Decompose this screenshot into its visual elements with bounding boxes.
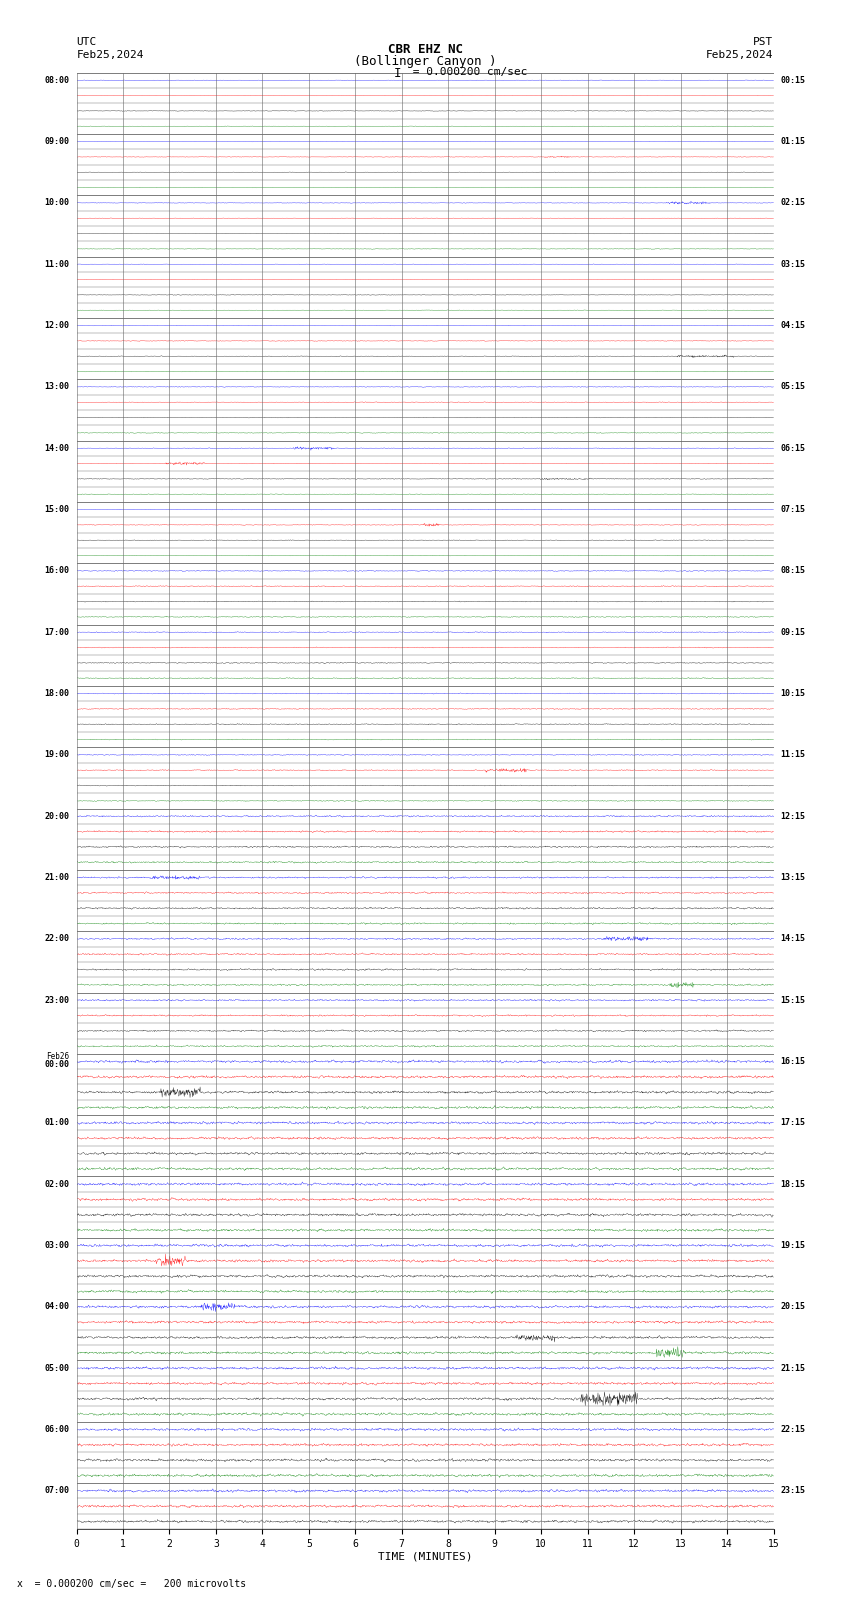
Text: 08:15: 08:15 — [780, 566, 806, 576]
Text: 16:00: 16:00 — [44, 566, 70, 576]
Text: 06:15: 06:15 — [780, 444, 806, 453]
Text: 00:15: 00:15 — [780, 76, 806, 85]
Text: 13:15: 13:15 — [780, 873, 806, 882]
Text: Feb25,2024: Feb25,2024 — [76, 50, 144, 60]
Text: 04:15: 04:15 — [780, 321, 806, 331]
Text: 17:00: 17:00 — [44, 627, 70, 637]
Text: 07:15: 07:15 — [780, 505, 806, 515]
Text: 21:00: 21:00 — [44, 873, 70, 882]
Text: 04:00: 04:00 — [44, 1302, 70, 1311]
Text: 15:15: 15:15 — [780, 995, 806, 1005]
Text: 01:15: 01:15 — [780, 137, 806, 147]
Text: 05:00: 05:00 — [44, 1363, 70, 1373]
Text: 00:00: 00:00 — [44, 1060, 70, 1069]
Text: 02:15: 02:15 — [780, 198, 806, 208]
Text: = 0.000200 cm/sec: = 0.000200 cm/sec — [406, 66, 528, 77]
Text: 07:00: 07:00 — [44, 1486, 70, 1495]
Text: 03:00: 03:00 — [44, 1240, 70, 1250]
Text: 12:15: 12:15 — [780, 811, 806, 821]
Text: 16:15: 16:15 — [780, 1057, 806, 1066]
Text: 14:00: 14:00 — [44, 444, 70, 453]
Text: 18:15: 18:15 — [780, 1179, 806, 1189]
Text: UTC: UTC — [76, 37, 97, 47]
Text: 06:00: 06:00 — [44, 1424, 70, 1434]
Text: 20:00: 20:00 — [44, 811, 70, 821]
Text: 19:00: 19:00 — [44, 750, 70, 760]
Text: 23:15: 23:15 — [780, 1486, 806, 1495]
Text: Feb25,2024: Feb25,2024 — [706, 50, 774, 60]
Text: 10:15: 10:15 — [780, 689, 806, 698]
Text: 11:00: 11:00 — [44, 260, 70, 269]
Text: 05:15: 05:15 — [780, 382, 806, 392]
Text: 18:00: 18:00 — [44, 689, 70, 698]
Text: 19:15: 19:15 — [780, 1240, 806, 1250]
Text: 03:15: 03:15 — [780, 260, 806, 269]
Text: 09:15: 09:15 — [780, 627, 806, 637]
Text: I: I — [394, 66, 401, 81]
Text: 14:15: 14:15 — [780, 934, 806, 944]
Text: 22:15: 22:15 — [780, 1424, 806, 1434]
Text: 21:15: 21:15 — [780, 1363, 806, 1373]
Text: 11:15: 11:15 — [780, 750, 806, 760]
Text: Feb26: Feb26 — [47, 1052, 70, 1061]
Text: 13:00: 13:00 — [44, 382, 70, 392]
Text: 02:00: 02:00 — [44, 1179, 70, 1189]
Text: 15:00: 15:00 — [44, 505, 70, 515]
Text: 08:00: 08:00 — [44, 76, 70, 85]
Text: 20:15: 20:15 — [780, 1302, 806, 1311]
Text: 17:15: 17:15 — [780, 1118, 806, 1127]
Text: CBR EHZ NC: CBR EHZ NC — [388, 44, 462, 56]
Text: (Bollinger Canyon ): (Bollinger Canyon ) — [354, 55, 496, 68]
Text: 09:00: 09:00 — [44, 137, 70, 147]
Text: 01:00: 01:00 — [44, 1118, 70, 1127]
Text: 10:00: 10:00 — [44, 198, 70, 208]
Text: 22:00: 22:00 — [44, 934, 70, 944]
Text: 12:00: 12:00 — [44, 321, 70, 331]
Text: 23:00: 23:00 — [44, 995, 70, 1005]
Text: PST: PST — [753, 37, 774, 47]
X-axis label: TIME (MINUTES): TIME (MINUTES) — [377, 1552, 473, 1561]
Text: x  = 0.000200 cm/sec =   200 microvolts: x = 0.000200 cm/sec = 200 microvolts — [17, 1579, 246, 1589]
